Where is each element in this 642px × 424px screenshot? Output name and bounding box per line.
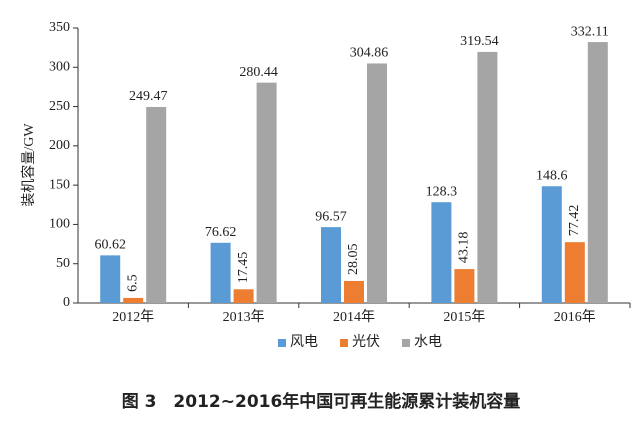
y-tick-label: 250	[49, 99, 70, 114]
legend-label: 风电	[290, 334, 318, 350]
bar	[146, 106, 167, 303]
y-axis-label: 装机容量/GW	[20, 123, 37, 207]
value-label: 43.18	[457, 232, 472, 264]
y-tick-label: 150	[49, 177, 70, 192]
bar	[564, 242, 585, 303]
bar	[321, 227, 341, 303]
legend-swatch	[402, 339, 410, 347]
caption: 图 3 2012~2016年中国可再生能源累计装机容量	[122, 391, 521, 412]
bar	[344, 280, 364, 303]
bar	[123, 297, 144, 303]
value-label: 280.44	[239, 65, 278, 80]
bar	[233, 289, 254, 303]
y-tick-label: 0	[63, 295, 70, 310]
x-tick-label: 2013年	[223, 309, 265, 325]
bar	[431, 202, 452, 303]
value-label: 148.6	[536, 168, 568, 183]
bar	[454, 269, 475, 303]
legend-swatch	[340, 339, 348, 347]
value-label: 60.62	[94, 238, 126, 253]
bar	[210, 242, 231, 303]
value-label: 76.62	[205, 225, 237, 240]
value-label: 304.86	[350, 46, 389, 61]
value-label: 249.47	[129, 89, 168, 104]
value-label: 128.3	[426, 184, 458, 199]
value-label: 77.42	[567, 205, 582, 237]
bar	[477, 51, 498, 303]
bar	[100, 255, 121, 303]
bar	[587, 42, 608, 303]
x-tick-label: 2015年	[443, 309, 485, 325]
value-label: 319.54	[460, 34, 499, 49]
x-tick-label: 2014年	[333, 309, 375, 325]
value-label: 17.45	[236, 252, 251, 284]
bar	[367, 63, 387, 303]
legend-label: 水电	[414, 334, 442, 350]
y-tick-label: 100	[49, 217, 70, 232]
value-label: 6.5	[125, 274, 140, 292]
y-tick-label: 350	[49, 20, 70, 35]
x-tick-label: 2012年	[112, 309, 154, 325]
x-tick-label: 2016年	[554, 309, 596, 325]
bar	[541, 186, 562, 303]
y-tick-label: 50	[56, 256, 70, 271]
value-label: 28.05	[346, 243, 361, 275]
legend-label: 光伏	[352, 334, 380, 350]
value-label: 96.57	[315, 209, 347, 224]
y-tick-label: 200	[49, 138, 70, 153]
legend-swatch	[278, 339, 286, 347]
value-label: 332.11	[571, 24, 609, 39]
y-tick-label: 300	[49, 60, 70, 75]
bar	[256, 82, 277, 303]
